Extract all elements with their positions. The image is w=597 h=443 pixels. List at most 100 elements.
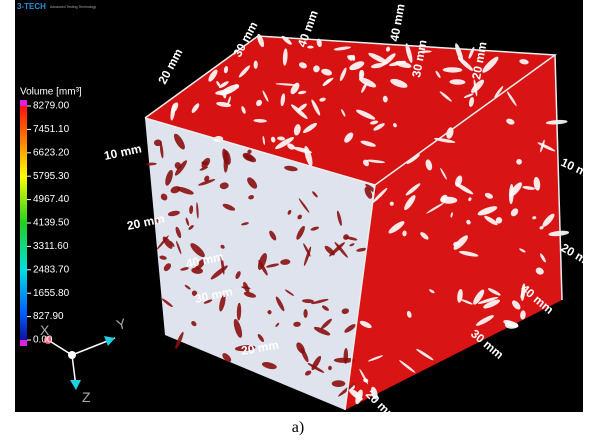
colorbar-cap — [20, 100, 27, 106]
fiber — [370, 63, 385, 69]
fiber — [348, 388, 363, 401]
fiber — [508, 183, 514, 205]
fiber — [360, 140, 376, 147]
fiber — [395, 60, 412, 69]
fiber — [477, 296, 499, 304]
fiber — [463, 93, 474, 98]
fiber — [455, 175, 463, 187]
fiber — [203, 299, 213, 304]
fiber — [253, 60, 258, 69]
colorbar-cap — [20, 340, 27, 346]
fiber — [191, 103, 200, 113]
fiber — [351, 54, 356, 61]
fiber — [234, 345, 256, 352]
fiber — [393, 123, 397, 128]
fiber — [484, 192, 493, 199]
fiber — [439, 91, 452, 102]
fiber — [287, 209, 292, 215]
fiber — [312, 191, 318, 198]
colorbar — [20, 106, 27, 340]
fiber — [189, 205, 194, 215]
colorbar-label: 7451.10 — [33, 124, 70, 135]
fiber — [297, 214, 303, 220]
caption: a) — [292, 419, 304, 436]
fiber — [241, 222, 249, 226]
fiber — [303, 309, 308, 318]
fiber — [313, 65, 320, 73]
fiber — [406, 154, 420, 165]
fiber — [406, 310, 412, 318]
colorbar-label: 2483.70 — [33, 264, 70, 275]
fiber — [311, 298, 329, 305]
fiber — [262, 135, 266, 145]
fiber — [243, 281, 250, 294]
fiber — [419, 50, 432, 53]
fiber — [389, 201, 394, 206]
fiber — [356, 109, 376, 120]
fiber — [159, 255, 167, 260]
fiber — [537, 142, 556, 152]
fiber — [208, 69, 218, 82]
fiber — [440, 167, 447, 180]
fiber — [483, 299, 501, 309]
fiber — [454, 182, 474, 195]
fiber — [368, 355, 384, 362]
fiber — [349, 61, 365, 71]
logo-sub: Advanced Testing Technology — [50, 5, 96, 9]
fiber — [257, 33, 265, 48]
fiber — [399, 360, 416, 373]
fiber — [344, 324, 356, 333]
fiber — [220, 254, 225, 275]
fiber — [466, 219, 471, 225]
fiber — [275, 296, 285, 312]
fiber — [227, 96, 231, 106]
fiber — [510, 208, 519, 217]
fiber — [234, 84, 240, 89]
fiber — [311, 355, 322, 371]
fiber — [191, 290, 198, 297]
colorbar-label: 8279.00 — [33, 101, 70, 112]
fiber — [461, 299, 473, 305]
fiber — [388, 221, 405, 234]
fiber — [506, 91, 517, 107]
fiber — [341, 109, 346, 117]
fiber — [382, 95, 388, 103]
fiber — [146, 162, 157, 166]
fiber — [160, 193, 168, 201]
fiber — [190, 243, 205, 258]
fiber — [487, 288, 501, 296]
fiber — [185, 217, 190, 226]
fiber — [372, 187, 388, 203]
fiber — [359, 320, 372, 329]
fiber — [275, 83, 298, 86]
fiber — [287, 143, 295, 150]
fiber — [266, 263, 280, 268]
sample-volume — [144, 33, 570, 411]
fiber — [176, 186, 194, 195]
fiber — [405, 183, 421, 196]
fiber — [373, 123, 385, 131]
fiber — [218, 81, 229, 89]
fiber — [236, 302, 242, 321]
fiber — [167, 210, 180, 217]
fiber — [170, 103, 176, 121]
fiber — [349, 243, 355, 247]
fiber — [257, 333, 265, 343]
fiber — [238, 65, 251, 78]
fiber — [477, 206, 498, 216]
fiber — [302, 122, 318, 134]
fiber — [468, 97, 475, 107]
fiber — [336, 210, 342, 226]
fiber — [175, 331, 184, 349]
fiber — [219, 294, 226, 312]
dimension-label: 30 mm — [409, 39, 429, 79]
fiber — [222, 203, 236, 211]
fiber — [473, 289, 485, 305]
fiber — [359, 368, 369, 385]
fiber — [222, 353, 232, 363]
fiber — [370, 120, 379, 125]
fiber — [191, 321, 197, 327]
fiber — [216, 101, 232, 108]
fiber — [223, 65, 229, 74]
fiber — [320, 318, 332, 330]
